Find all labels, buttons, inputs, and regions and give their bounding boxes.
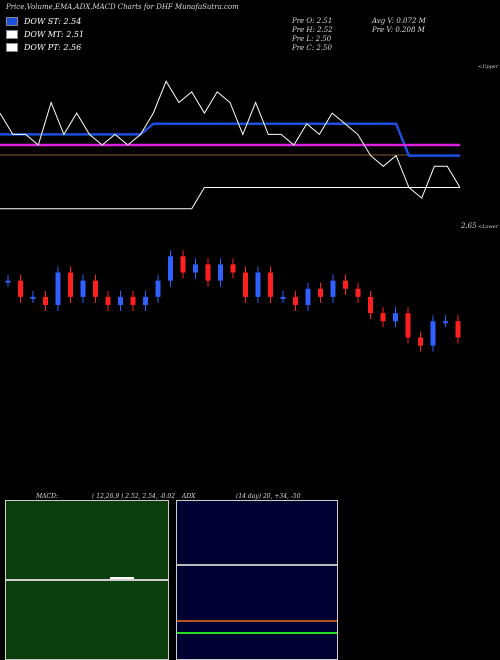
- prev-close: Pre C: 2.50: [292, 44, 332, 52]
- candle-body: [155, 280, 161, 297]
- legend-label-pt: DOW PT: 2.56: [24, 43, 82, 52]
- dow-st-line: [0, 122, 460, 157]
- candle-body: [218, 264, 223, 281]
- candle-body: [305, 288, 311, 305]
- candle-body: [18, 280, 23, 297]
- candle-body: [30, 296, 36, 299]
- candle-body: [168, 256, 173, 281]
- legend-label-mt: DOW MT: 2.51: [24, 30, 85, 39]
- macd-title: MACD:: [36, 493, 58, 500]
- candle-body: [80, 280, 86, 297]
- candle-body: [418, 337, 423, 346]
- candle-body: [193, 264, 198, 273]
- legend-swatch-mt: [6, 30, 18, 39]
- candle-body: [455, 321, 461, 338]
- candle-body: [355, 288, 361, 297]
- candle-body: [205, 264, 211, 281]
- candle-body: [393, 313, 398, 322]
- candle-body: [255, 272, 261, 297]
- candle-body: [330, 280, 336, 297]
- candle-body: [368, 296, 373, 314]
- dow-mt-line: [0, 187, 460, 210]
- candle-body: [230, 264, 236, 273]
- candle-body: [268, 272, 273, 297]
- candle-body: [180, 256, 186, 273]
- upper-band-label: <Upper: [478, 64, 499, 70]
- adx-title: ADX: [182, 493, 196, 500]
- legend-dow-mt: DOW MT: 2.51: [6, 30, 84, 39]
- candle-body: [68, 272, 73, 297]
- avg-volume: Avg V: 0.072 M: [372, 17, 426, 25]
- legend-label-st: DOW ST: 2.54: [24, 17, 82, 26]
- candle-body: [280, 296, 286, 299]
- lower-band-label: <Lower: [478, 224, 499, 230]
- macd-line: [6, 579, 168, 581]
- legend-dow-st: DOW ST: 2.54: [6, 17, 81, 26]
- macd-params: ( 12,26,9 ) 2.52, 2.54, -0.02: [92, 493, 176, 500]
- last-price-label: 2.65: [461, 222, 477, 230]
- candle-body: [5, 280, 11, 283]
- candle-body: [93, 280, 98, 297]
- candle-body: [430, 321, 436, 346]
- macd-panel: [5, 500, 169, 660]
- adx-minus-di-line: [177, 620, 337, 622]
- adx-panel: [176, 500, 338, 660]
- candle-body: [143, 296, 148, 305]
- candle-body: [105, 296, 111, 305]
- adx-params: (14 day) 20, +34, -50: [236, 493, 301, 500]
- prev-open: Pre O: 2.51: [292, 17, 333, 25]
- adx-plus-di-line: [177, 564, 337, 566]
- prev-high: Pre H: 2.52: [292, 26, 333, 34]
- prev-low: Pre L: 2.50: [292, 35, 332, 43]
- candle-body: [443, 321, 448, 324]
- chart-header: Price,Volume,EMA,ADX,MACD Charts for DHF…: [6, 3, 239, 11]
- candle-body: [43, 296, 48, 305]
- legend-swatch-st: [6, 17, 18, 26]
- adx-line: [177, 632, 337, 634]
- candle-body: [380, 313, 386, 322]
- macd-signal-mark: [110, 577, 134, 579]
- close-price-line: [0, 80, 461, 199]
- prev-volume: Pre V: 0.208 M: [372, 26, 425, 34]
- legend-swatch-pt: [6, 43, 18, 52]
- candle-body: [118, 296, 123, 305]
- candle-body: [55, 272, 61, 305]
- candle-body: [293, 296, 298, 305]
- candle-body: [130, 296, 136, 305]
- candle-body: [343, 280, 348, 289]
- candle-body: [318, 288, 323, 297]
- candle-body: [405, 313, 411, 338]
- candle-body: [243, 272, 248, 297]
- legend-dow-pt: DOW PT: 2.56: [6, 43, 81, 52]
